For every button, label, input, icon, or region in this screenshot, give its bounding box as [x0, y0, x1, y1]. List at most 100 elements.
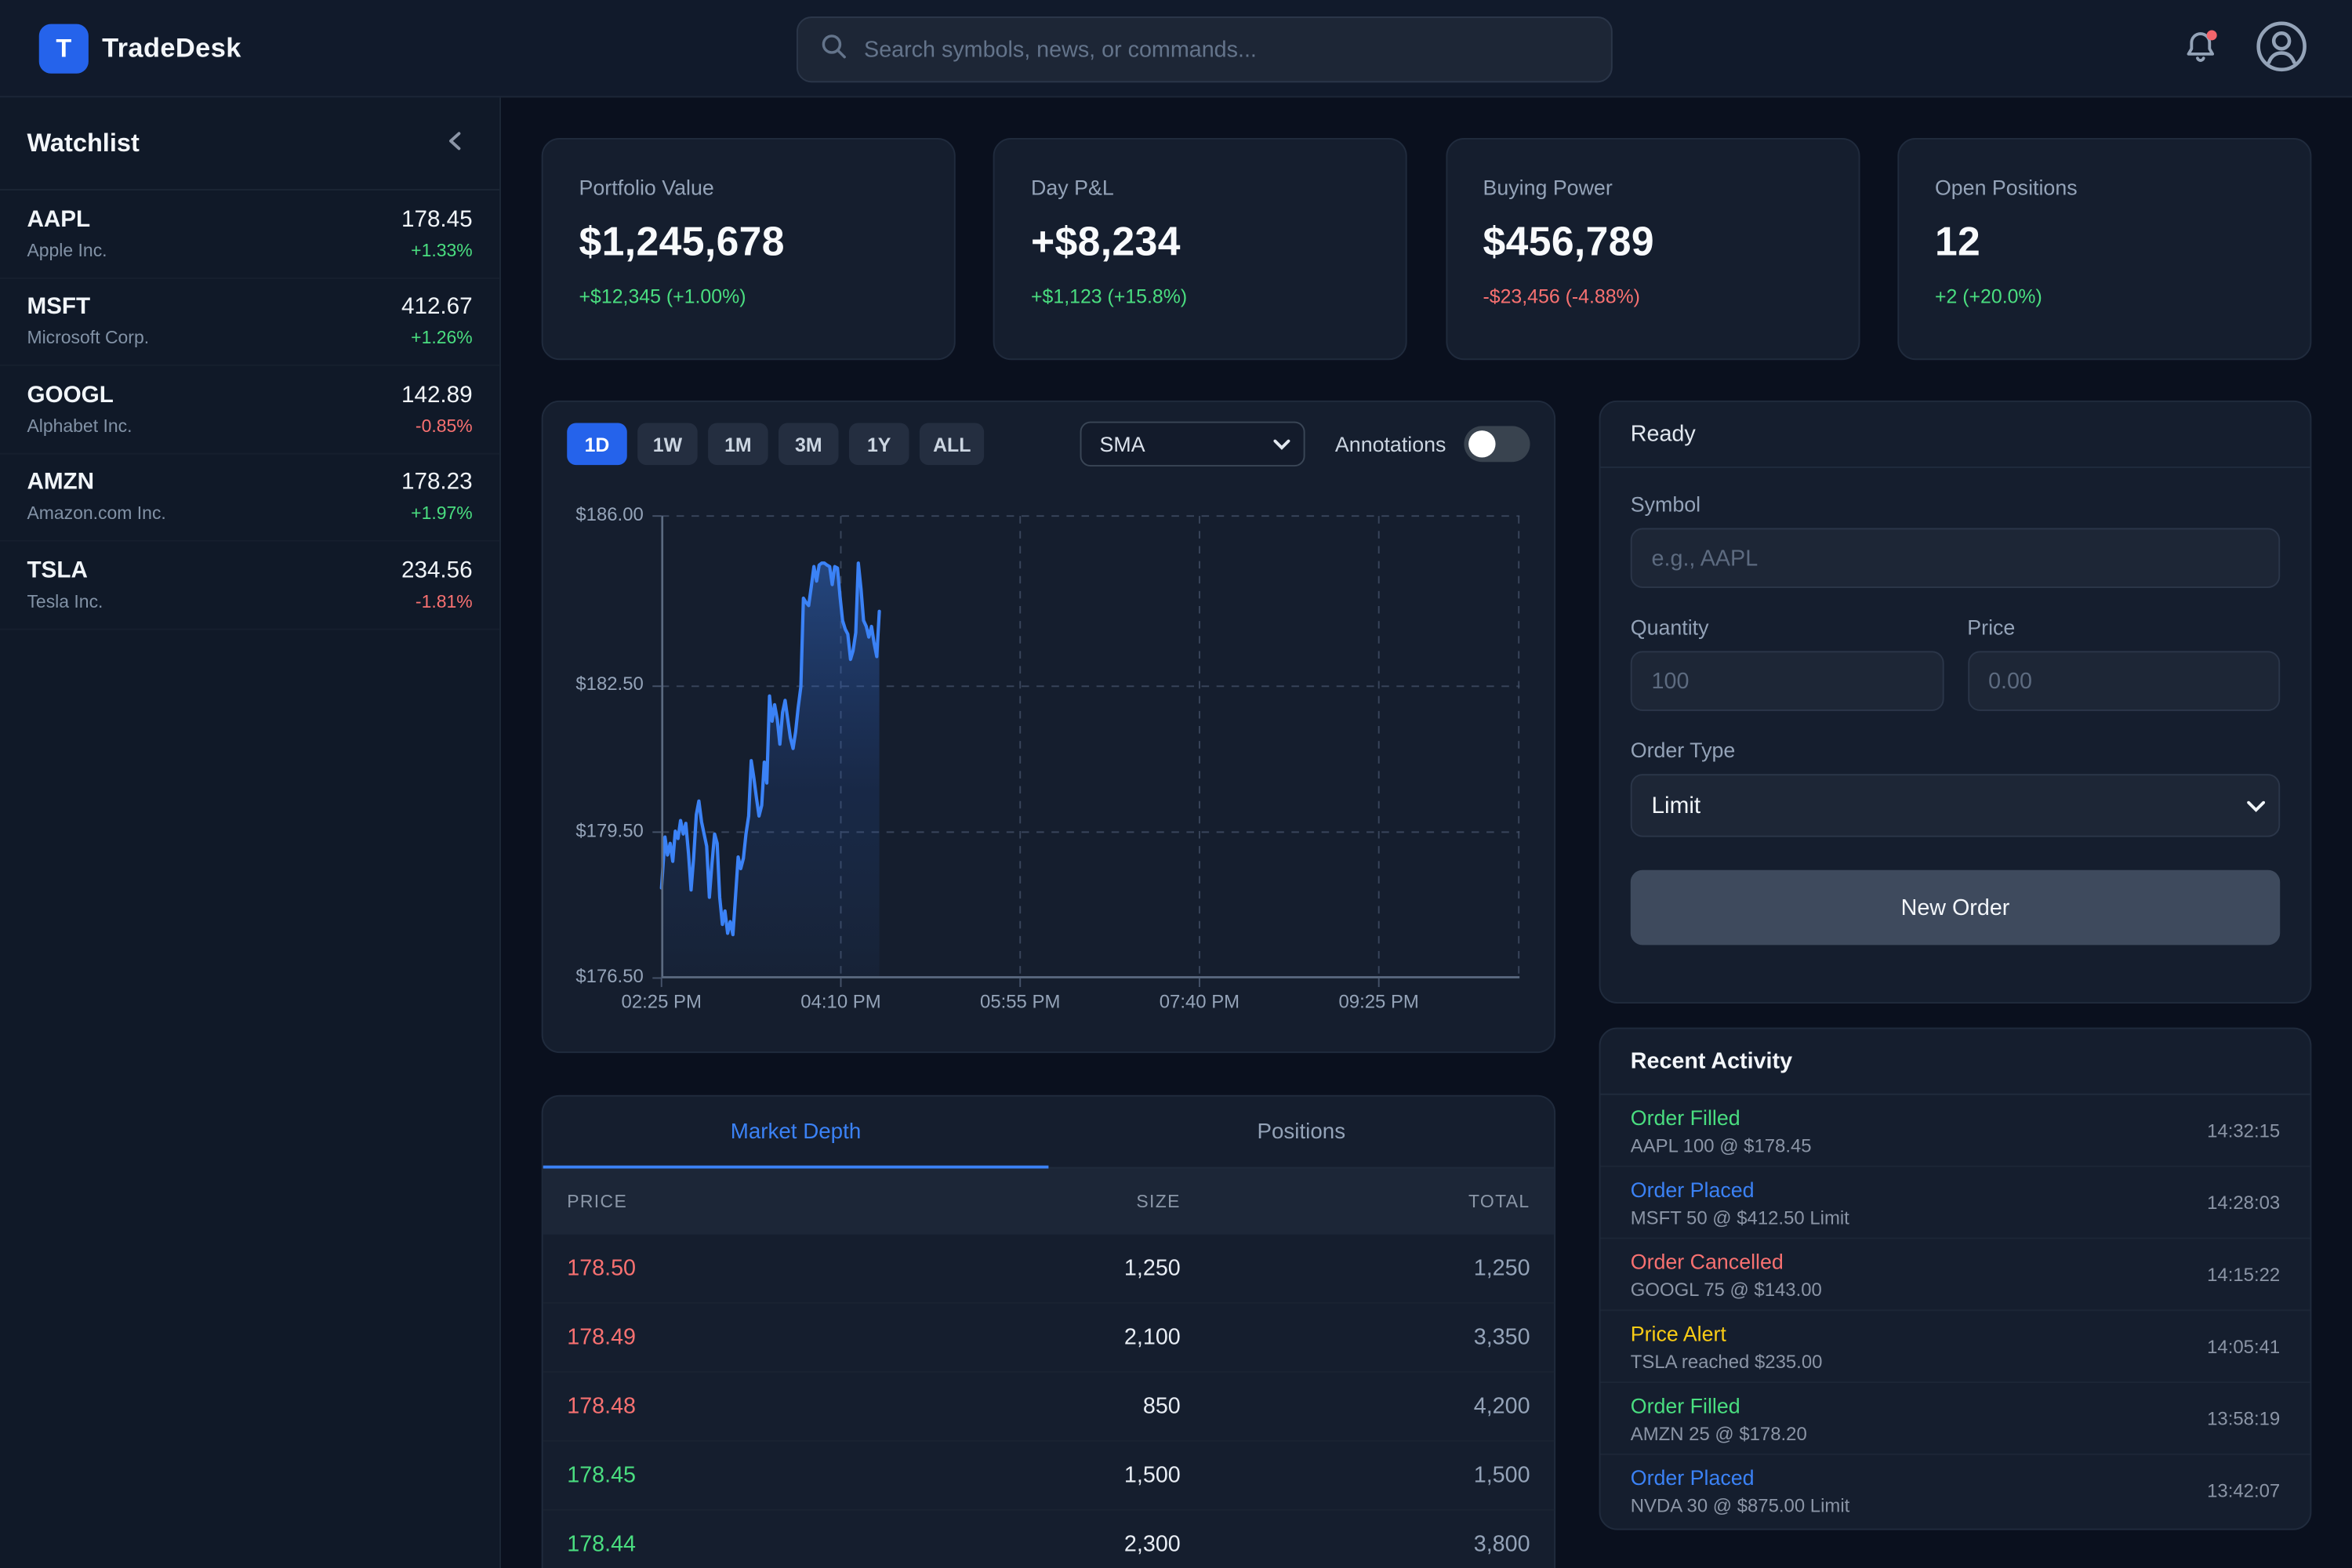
watchlist-panel: Watchlist AAPL Apple Inc. 178.45 +1.33% MSFT… [0, 97, 502, 1568]
depth-row[interactable]: 178.45 1,500 1,500 [543, 1442, 1555, 1511]
watchlist-price: 412.67 [401, 294, 473, 321]
watchlist-item-right: 178.23 +1.97% [401, 470, 473, 524]
search-input[interactable] [864, 36, 1591, 63]
watchlist-change: -1.81% [415, 590, 473, 612]
depth-table-header: PRICE SIZE TOTAL [543, 1168, 1555, 1235]
watchlist-title: Watchlist [27, 128, 140, 157]
watchlist-company: Microsoft Corp. [27, 327, 150, 349]
activity-time: 14:05:41 [2207, 1335, 2281, 1357]
depth-row[interactable]: 178.49 2,100 3,350 [543, 1304, 1555, 1373]
depth-header-size: SIZE [1136, 1191, 1181, 1212]
watchlist-header: Watchlist [0, 97, 500, 191]
watchlist-item-amzn[interactable]: AMZN Amazon.com Inc. 178.23 +1.97% [0, 454, 500, 542]
order-type-label: Order Type [1630, 738, 1736, 762]
app-logo-letter: T [56, 34, 72, 63]
notifications-button[interactable] [2175, 24, 2226, 75]
watchlist-symbol: TSLA [27, 557, 88, 583]
activity-item-left: Order Filled AMZN 25 @ $178.20 [1631, 1392, 1807, 1443]
activity-panel: Recent Activity Order Filled AAPL 100 @ $… [1599, 1027, 2312, 1530]
activity-detail: GOOGL 75 @ $143.00 [1630, 1279, 1822, 1300]
activity-type: Order Filled [1630, 1105, 1740, 1129]
quantity-field[interactable] [1630, 651, 1944, 711]
activity-item-left: Order Placed MSFT 50 @ $412.50 Limit [1631, 1177, 1849, 1228]
stat-card-buying-power: Buying Power $456,789 -$23,456 (-4.88%) [1445, 138, 1860, 361]
watchlist-price: 178.23 [401, 470, 473, 495]
watchlist-item-googl[interactable]: GOOGL Alphabet Inc. 142.89 -0.85% [0, 366, 500, 454]
activity-time: 13:42:07 [2207, 1480, 2281, 1502]
activity-type: Order Placed [1630, 1176, 1755, 1201]
notification-dot [2206, 29, 2217, 40]
depth-row[interactable]: 178.48 850 4,200 [543, 1373, 1555, 1442]
active-tab-underline [543, 1164, 1049, 1169]
stat-card-open-positions: Open Positions 12 +2 (+20.0%) [1897, 138, 2312, 361]
order-type-select-wrap: Limit [1630, 774, 2281, 837]
timeframe-button-3m[interactable]: 3M [779, 423, 839, 466]
timeframe-buttons: 1D 1W 1M 3M 1Y ALL [567, 423, 995, 466]
activity-item: Order Placed MSFT 50 @ $412.50 Limit 14:28… [1600, 1167, 2310, 1240]
depth-tabs: Market Depth Positions [543, 1097, 1555, 1169]
x-axis-label: 09:25 PM [1338, 991, 1419, 1013]
y-axis-label: $182.50 [575, 673, 644, 695]
order-type-select[interactable]: Limit [1630, 774, 2281, 837]
symbol-field[interactable] [1630, 528, 2281, 589]
stat-change: +2 (+20.0%) [1934, 285, 2042, 308]
activity-detail: MSFT 50 @ $412.50 Limit [1630, 1207, 1849, 1229]
watchlist-item-tsla[interactable]: TSLA Tesla Inc. 234.56 -1.81% [0, 542, 500, 630]
search-icon [819, 31, 849, 68]
market-depth-panel: Market Depth Positions PRICE SIZE TOTAL 178… [541, 1094, 1556, 1568]
watchlist-item-aapl[interactable]: AAPL Apple Inc. 178.45 +1.33% [0, 191, 500, 278]
stat-label: Open Positions [1934, 175, 2078, 200]
watchlist-items: AAPL Apple Inc. 178.45 +1.33% MSFT Microsoft … [0, 191, 500, 630]
annotations-label: Annotations [1334, 432, 1446, 456]
activity-item-left: Order Filled AAPL 100 @ $178.45 [1631, 1105, 1812, 1156]
indicator-select-wrap: SMA [1080, 421, 1305, 467]
stat-change: +$1,123 (+15.8%) [1031, 285, 1188, 308]
order-status-text: Ready [1630, 421, 1696, 448]
watchlist-item-left: MSFT Microsoft Corp. [27, 294, 149, 348]
order-panel: Ready Symbol Quantity Price Order Type L… [1599, 400, 2312, 1004]
depth-header-total: TOTAL [1468, 1191, 1530, 1212]
timeframe-button-1m[interactable]: 1M [708, 423, 768, 466]
user-menu-button[interactable] [2253, 20, 2310, 77]
tab-market-depth[interactable]: Market Depth [543, 1097, 1049, 1167]
activity-time: 13:58:19 [2207, 1407, 2281, 1429]
collapse-sidebar-button[interactable] [440, 125, 473, 162]
order-status: Ready [1600, 402, 2310, 468]
activity-header: Recent Activity [1600, 1029, 2310, 1095]
watchlist-change: +1.97% [411, 503, 473, 524]
price-field[interactable] [1967, 651, 2281, 711]
timeframe-button-1y[interactable]: 1Y [848, 423, 909, 466]
depth-header-price: PRICE [567, 1191, 628, 1212]
watchlist-price: 234.56 [401, 557, 473, 583]
timeframe-button-all[interactable]: ALL [919, 423, 985, 466]
depth-total: 1,500 [1473, 1462, 1530, 1488]
timeframe-button-1w[interactable]: 1W [637, 423, 698, 466]
price-chart: $186.00 $182.50 $179.50 $176.50 02:25 PM 04:… [575, 504, 1520, 1012]
watchlist-change: +1.33% [411, 239, 473, 261]
activity-type: Price Alert [1630, 1320, 1726, 1345]
tab-positions[interactable]: Positions [1048, 1097, 1554, 1167]
symbol-label: Symbol [1630, 492, 1701, 517]
indicator-select[interactable]: SMA [1080, 421, 1305, 467]
activity-title: Recent Activity [1630, 1048, 1793, 1074]
watchlist-company: Amazon.com Inc. [27, 503, 166, 524]
activity-detail: NVDA 30 @ $875.00 Limit [1630, 1495, 1850, 1517]
order-form: Symbol Quantity Price Order Type Limit N… [1600, 468, 2310, 946]
depth-price: 178.45 [567, 1462, 637, 1488]
watchlist-company: Alphabet Inc. [27, 415, 132, 437]
depth-row[interactable]: 178.50 1,250 1,250 [543, 1235, 1555, 1304]
activity-list: Order Filled AAPL 100 @ $178.45 14:32:15 Or… [1600, 1095, 2310, 1527]
timeframe-button-1d[interactable]: 1D [567, 423, 627, 466]
depth-total: 1,250 [1473, 1255, 1530, 1281]
depth-table: 178.50 1,250 1,250 178.49 2,100 3,350 178.48 85… [543, 1235, 1555, 1568]
stat-value: +$8,234 [1031, 219, 1181, 264]
watchlist-item-right: 412.67 +1.26% [401, 294, 473, 348]
activity-time: 14:28:03 [2207, 1192, 2281, 1213]
annotations-toggle[interactable] [1464, 426, 1530, 463]
depth-row[interactable]: 178.44 2,300 3,800 [543, 1511, 1555, 1568]
watchlist-item-msft[interactable]: MSFT Microsoft Corp. 412.67 +1.26% [0, 278, 500, 366]
new-order-button[interactable]: New Order [1630, 869, 2281, 946]
activity-detail: AMZN 25 @ $178.20 [1630, 1422, 1807, 1444]
stat-card-day-p-l: Day P&L +$8,234 +$1,123 (+15.8%) [993, 138, 1408, 361]
y-axis-label: $186.00 [575, 503, 644, 525]
